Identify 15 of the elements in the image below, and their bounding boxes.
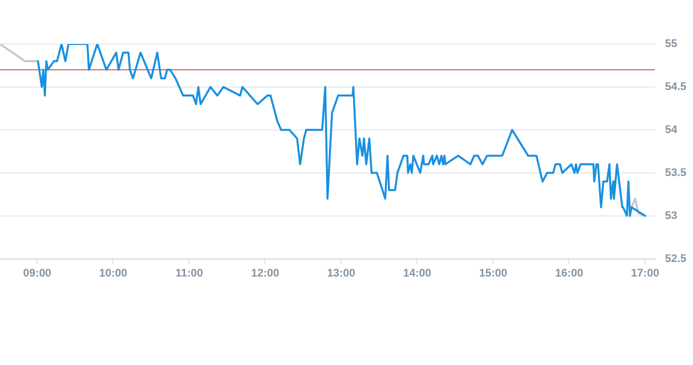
- y-tick-label: 55: [665, 38, 678, 50]
- y-tick-label: 54.5: [665, 80, 686, 93]
- y-tick-label: 54: [665, 124, 678, 136]
- y-tick-label: 53: [665, 210, 678, 222]
- x-tick-label: 16:00: [555, 267, 584, 280]
- x-tick-label: 15:00: [479, 267, 508, 280]
- y-tick-label: 52.5: [665, 252, 686, 265]
- x-tick-label: 17:00: [631, 267, 660, 280]
- x-tick-label: 14:00: [403, 267, 432, 280]
- x-tick-label: 12:00: [251, 267, 280, 280]
- x-tick-label: 10:00: [99, 267, 128, 280]
- y-tick-label: 53.5: [665, 166, 686, 179]
- x-tick-label: 13:00: [327, 267, 356, 280]
- x-tick-label: 09:00: [23, 267, 52, 280]
- x-tick-label: 11:00: [175, 267, 203, 280]
